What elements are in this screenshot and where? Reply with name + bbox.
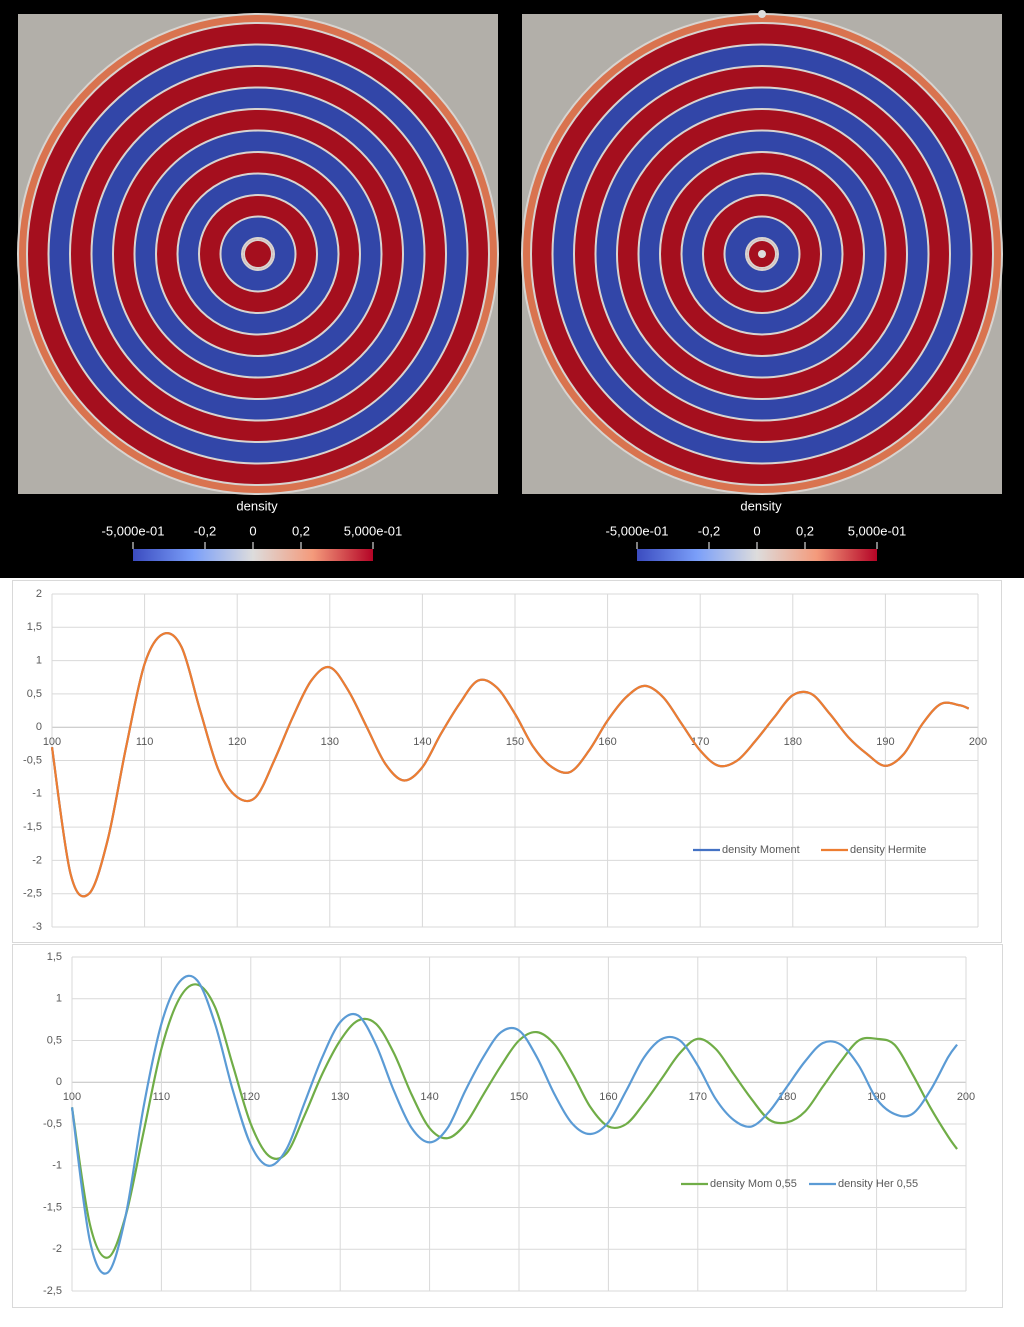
x-tick-label: 140	[420, 1091, 438, 1103]
y-tick-label: 1	[36, 655, 42, 667]
x-tick-label: 120	[242, 1091, 260, 1103]
series-line	[70, 983, 958, 1259]
x-tick-label: 130	[321, 736, 339, 748]
colorbar-tick-label: 0,2	[796, 523, 814, 538]
colorbar-tick-label: 5,000e-01	[848, 523, 907, 538]
y-tick-label: -2,5	[43, 1285, 62, 1297]
x-tick-label: 110	[153, 1091, 171, 1103]
colorbar-tick-label: 0	[249, 523, 256, 538]
x-tick-label: 150	[506, 736, 524, 748]
y-tick-label: -1	[52, 1160, 62, 1172]
colorbar-tick-label: -5,000e-01	[606, 523, 669, 538]
render-view[interactable]	[17, 13, 499, 495]
colorbar-title: density	[740, 498, 782, 513]
ring-center	[243, 239, 273, 269]
legend-label[interactable]: density Hermite	[850, 844, 926, 856]
y-tick-label: 1,5	[47, 951, 62, 963]
legend-label[interactable]: density Mom 0,55	[710, 1178, 797, 1190]
y-tick-label: -1,5	[23, 821, 42, 833]
y-tick-label: -3	[32, 921, 42, 933]
y-tick-label: -2,5	[23, 888, 42, 900]
legend-label[interactable]: density Her 0,55	[838, 1178, 918, 1190]
probe-point[interactable]	[758, 250, 766, 258]
x-tick-label: 160	[599, 1091, 617, 1103]
x-tick-label: 190	[876, 736, 894, 748]
y-tick-label: 0	[36, 721, 42, 733]
x-tick-label: 150	[510, 1091, 528, 1103]
colorbar-tick-label: 0,2	[292, 523, 310, 538]
colorbar-tick-label: -5,000e-01	[102, 523, 165, 538]
render-view[interactable]	[521, 10, 1003, 495]
y-tick-label: -1	[32, 788, 42, 800]
x-tick-label: 120	[228, 736, 246, 748]
chart-frame	[12, 944, 1003, 1308]
chart: -2,5 -2 -1,5 -1 -0,5 0 0,5 1 1,5 100 110 120 130 140 1…	[12, 944, 1003, 1308]
probe-point[interactable]	[758, 10, 766, 18]
colorbar-title: density	[236, 498, 278, 513]
chart: -3 -2,5 -2 -1,5 -1 -0,5 0 0,5 1 1,5 2 100 110 120 130 1…	[12, 580, 1002, 943]
x-tick-label: 130	[331, 1091, 349, 1103]
y-tick-label: 1,5	[27, 621, 42, 633]
series-line	[50, 631, 970, 898]
y-tick-label: -2	[52, 1243, 62, 1255]
colorbar: density -5,000e-01 -0,2 0 0,2 5,000e-01	[102, 498, 403, 561]
y-tick-label: 0	[56, 1076, 62, 1088]
colorbar-tick-label: -0,2	[698, 523, 720, 538]
x-tick-label: 100	[63, 1091, 81, 1103]
y-tick-label: -2	[32, 854, 42, 866]
colorbar-gradient	[133, 549, 373, 561]
y-tick-label: 0,5	[27, 688, 42, 700]
y-tick-label: 1	[56, 993, 62, 1005]
colorbar-tick-label: 0	[753, 523, 760, 538]
x-tick-label: 160	[598, 736, 616, 748]
series-line	[70, 974, 958, 1275]
x-tick-label: 200	[957, 1091, 975, 1103]
x-tick-label: 140	[413, 736, 431, 748]
colorbar-gradient	[637, 549, 877, 561]
colorbar-tick-label: -0,2	[194, 523, 216, 538]
x-tick-label: 170	[689, 1091, 707, 1103]
colorbar-tick-label: 5,000e-01	[344, 523, 403, 538]
legend-label[interactable]: density Moment	[722, 844, 800, 856]
colorbar: density -5,000e-01 -0,2 0 0,2 5,000e-01	[606, 498, 907, 561]
x-tick-label: 200	[969, 736, 987, 748]
x-tick-label: 100	[43, 736, 61, 748]
y-tick-label: 0,5	[47, 1034, 62, 1046]
x-tick-label: 180	[784, 736, 802, 748]
x-tick-label: 110	[136, 736, 154, 748]
y-tick-label: -1,5	[43, 1201, 62, 1213]
y-tick-label: -0,5	[43, 1118, 62, 1130]
y-tick-label: 2	[36, 588, 42, 600]
y-tick-label: -0,5	[23, 754, 42, 766]
